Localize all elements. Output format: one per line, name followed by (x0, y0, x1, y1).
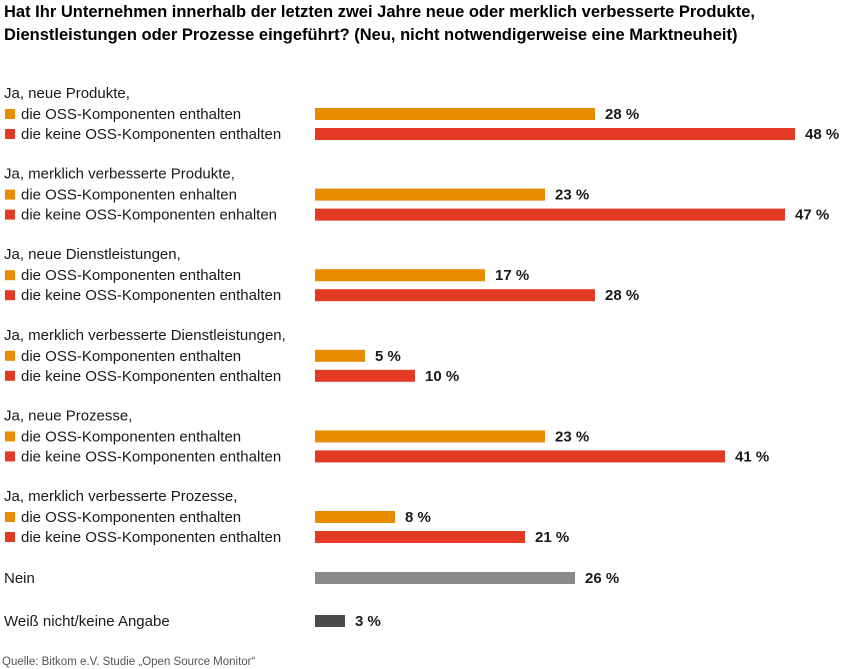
group-1-oss-legend-square (5, 109, 15, 119)
group-label-2: Ja, merklich verbesserte Produkte, (4, 166, 235, 183)
group-1-oss-bar (315, 108, 595, 120)
single-nein-bar (315, 572, 575, 584)
group-5-oss-value-label: 23 % (555, 428, 589, 445)
group-5-nonoss-label: die keine OSS-Komponenten enthalten (21, 448, 281, 465)
group-4-nonoss-value-label: 10 % (425, 368, 459, 385)
chart-title-line-1: Hat Ihr Unternehmen innerhalb der letzte… (4, 3, 755, 21)
group-6-nonoss-value-label: 21 % (535, 529, 569, 546)
group-1-nonoss-bar (315, 128, 795, 140)
group-5-nonoss-bar (315, 450, 725, 463)
group-4-nonoss-label: die keine OSS-Komponenten enthalten (21, 368, 281, 385)
group-label-6: Ja, merklich verbesserte Prozesse, (4, 488, 237, 505)
group-label-4: Ja, merklich verbesserte Dienstleistunge… (4, 327, 286, 344)
group-3-nonoss-value-label: 28 % (605, 287, 639, 304)
group-6-nonoss-label: die keine OSS-Komponenten enthalten (21, 529, 281, 546)
group-label-1: Ja, neue Produkte, (4, 85, 130, 102)
group-2-oss-bar (315, 188, 545, 201)
group-2-oss-legend-square (5, 189, 15, 200)
group-5-oss-legend-square (5, 431, 15, 442)
single-weiss-bar (315, 615, 345, 627)
single-weiss-label: Weiß nicht/keine Angabe (4, 613, 170, 630)
group-6-nonoss-bar (315, 531, 525, 543)
group-5-nonoss-value-label: 41 % (735, 448, 769, 465)
group-label-3: Ja, neue Dienstleistungen, (4, 246, 181, 263)
group-1-nonoss-label: die keine OSS-Komponenten enthalten (21, 126, 281, 143)
group-6-oss-legend-square (5, 512, 15, 522)
group-6-oss-label: die OSS-Komponenten enthalten (21, 509, 241, 526)
single-nein-value-label: 26 % (585, 570, 619, 587)
group-2-nonoss-legend-square (5, 209, 15, 220)
group-3-nonoss-bar (315, 289, 595, 302)
group-2-nonoss-bar (315, 208, 785, 221)
group-4-oss-legend-square (5, 350, 15, 361)
group-6-oss-bar (315, 511, 395, 523)
single-weiss-value-label: 3 % (355, 613, 381, 630)
group-1-nonoss-value-label: 48 % (805, 126, 839, 143)
group-2-oss-label: die OSS-Komponenten enhalten (21, 187, 237, 204)
group-2-nonoss-label: die keine OSS-Komponenten enhalten (21, 207, 277, 224)
group-2-nonoss-value-label: 47 % (795, 207, 829, 224)
group-4-oss-value-label: 5 % (375, 348, 401, 365)
group-4-nonoss-legend-square (5, 370, 15, 381)
group-4-nonoss-bar (315, 369, 415, 382)
group-3-nonoss-label: die keine OSS-Komponenten enthalten (21, 287, 281, 304)
chart-title-line-2: Dienstleistungen oder Prozesse eingeführ… (4, 26, 737, 44)
group-3-nonoss-legend-square (5, 290, 15, 301)
group-5-nonoss-legend-square (5, 451, 15, 462)
group-4-oss-label: die OSS-Komponenten enthalten (21, 348, 241, 365)
group-3-oss-value-label: 17 % (495, 267, 529, 284)
group-2-oss-value-label: 23 % (555, 187, 589, 204)
group-6-oss-value-label: 8 % (405, 509, 431, 526)
group-4-oss-bar (315, 349, 365, 362)
group-3-oss-legend-square (5, 270, 15, 281)
group-5-oss-bar (315, 430, 545, 443)
group-5-oss-label: die OSS-Komponenten enthalten (21, 428, 241, 445)
group-1-oss-label: die OSS-Komponenten enthalten (21, 106, 241, 123)
group-label-5: Ja, neue Prozesse, (4, 407, 132, 424)
group-3-oss-label: die OSS-Komponenten enthalten (21, 267, 241, 284)
group-6-nonoss-legend-square (5, 532, 15, 542)
group-1-nonoss-legend-square (5, 129, 15, 139)
group-1-oss-value-label: 28 % (605, 106, 639, 123)
single-nein-label: Nein (4, 570, 35, 587)
group-3-oss-bar (315, 269, 485, 282)
chart-marks: Ja, neue Produkte, die OSS-Komponenten en… (4, 85, 839, 630)
chart-source: Quelle: Bitkom e.V. Studie „Open Source … (2, 656, 256, 668)
